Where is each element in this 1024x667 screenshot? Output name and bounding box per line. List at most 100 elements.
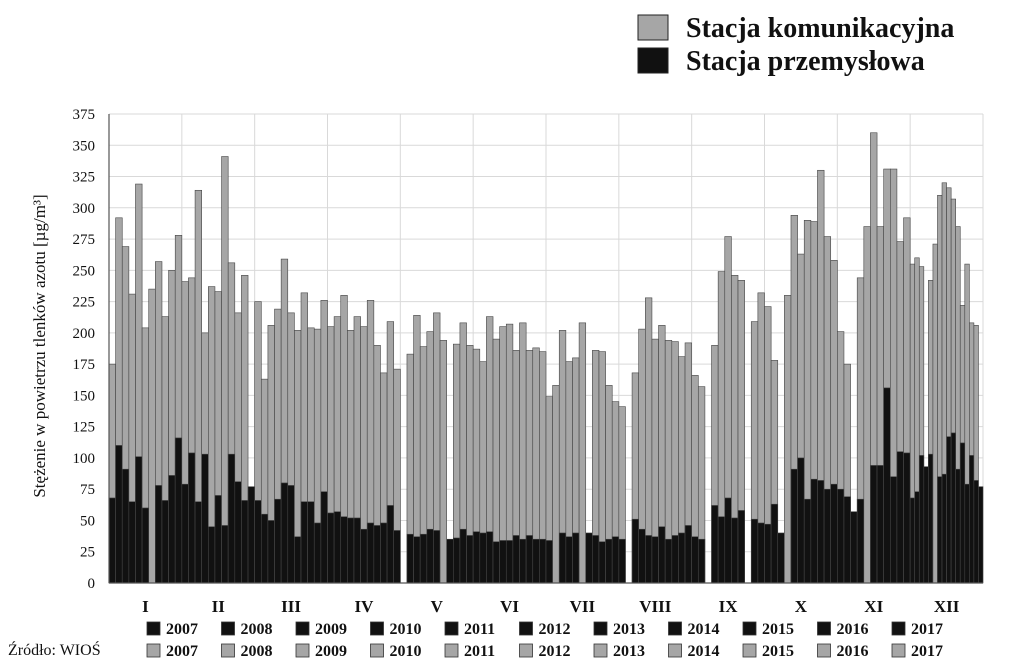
bar-przemyslowa: [313, 522, 322, 584]
bar-przemyslowa: [909, 497, 916, 584]
bar-przemyslowa: [883, 387, 891, 584]
bar-przemyslowa: [678, 532, 686, 584]
bar-przemyslowa: [946, 436, 952, 584]
bar-przemyslowa: [959, 442, 966, 584]
bar-przemyslowa: [757, 522, 765, 584]
bar-przemyslowa: [406, 533, 414, 584]
x-tick-label: I: [142, 597, 149, 616]
bar-przemyslowa: [347, 517, 355, 584]
legend-label: Stacja komunikacyjna: [686, 13, 954, 44]
year-legend-swatch: [370, 621, 384, 636]
bar-przemyslowa: [545, 540, 553, 584]
y-tick-labels: 0 25 50 75 100 125 150 175 200 225 250 275 300 325 350…: [73, 107, 96, 592]
bar-przemyslowa: [914, 491, 920, 584]
bar-przemyslowa: [750, 518, 759, 584]
bar-przemyslowa: [923, 466, 929, 584]
y-tick-label: 325: [73, 170, 96, 186]
year-legend-swatch: [519, 643, 533, 658]
bar-przemyslowa: [472, 531, 481, 584]
bar-przemyslowa: [764, 523, 772, 584]
year-legend-label: 2014: [688, 643, 720, 660]
bar-przemyslowa: [598, 541, 606, 584]
bar-przemyslowa: [446, 538, 454, 584]
year-legend-swatch: [295, 621, 310, 636]
bar-przemyslowa: [194, 501, 202, 584]
bar-przemyslowa: [969, 455, 975, 584]
x-tick-label: V: [431, 597, 444, 616]
bar-przemyslowa: [353, 517, 361, 584]
bar-przemyslowa: [850, 511, 858, 584]
bar-przemyslowa: [565, 536, 573, 584]
bar-przemyslowa: [373, 525, 381, 584]
year-legend-label: 2012: [539, 621, 571, 638]
bar-przemyslowa: [366, 522, 375, 584]
bar-przemyslowa: [115, 445, 123, 584]
bar-przemyslowa: [645, 535, 653, 584]
bar-przemyslowa: [466, 535, 474, 584]
y-tick-label: 300: [73, 201, 96, 217]
bar-przemyslowa: [135, 456, 143, 584]
y-tick-label: 125: [73, 420, 96, 436]
bar-przemyslowa: [937, 476, 943, 584]
bar-przemyslowa: [697, 538, 706, 584]
year-legend-swatch: [742, 643, 757, 658]
bar-przemyslowa: [155, 485, 163, 584]
bar-przemyslowa: [174, 437, 183, 584]
year-legend-swatch: [817, 643, 831, 658]
bar-przemyslowa: [539, 538, 547, 584]
bar-przemyslowa: [433, 530, 441, 584]
bar-przemyslowa: [731, 517, 739, 584]
bar-przemyslowa: [380, 522, 388, 584]
bar-przemyslowa: [856, 498, 865, 584]
bar-przemyslowa: [214, 495, 222, 584]
y-tick-label: 75: [80, 482, 95, 498]
bar-komunikacyjna: [932, 243, 938, 584]
x-tick-label: XII: [934, 597, 960, 616]
bar-przemyslowa: [419, 533, 428, 584]
bar-przemyslowa: [247, 486, 255, 584]
bar-przemyslowa: [188, 452, 196, 584]
year-legend-swatch: [519, 621, 533, 636]
bar-przemyslowa: [241, 500, 249, 584]
bar-przemyslowa: [340, 516, 348, 584]
bar-przemyslowa: [360, 528, 368, 584]
bar-przemyslowa: [777, 532, 785, 584]
year-legend-label: 2010: [390, 621, 422, 638]
x-tick-label: VIII: [639, 597, 672, 616]
y-tick-label: 25: [80, 545, 95, 561]
bar-przemyslowa: [618, 538, 626, 584]
year-legend-label: 2010: [390, 643, 422, 660]
bar-przemyslowa: [810, 478, 818, 584]
bar-przemyslowa: [631, 518, 639, 584]
y-tick-label: 200: [73, 326, 96, 342]
year-legend-swatch: [593, 621, 608, 636]
bar-przemyslowa: [876, 465, 884, 584]
year-legend-label: 2008: [241, 621, 273, 638]
bar-przemyslowa: [486, 531, 494, 584]
bar-przemyslowa: [267, 520, 275, 584]
bar-przemyslowa: [770, 503, 779, 584]
bar-przemyslowa: [928, 453, 934, 584]
y-tick-label: 225: [73, 295, 96, 311]
year-legend-swatch: [668, 621, 682, 636]
bar-przemyslowa: [592, 535, 600, 584]
year-legend-label: 2016: [837, 643, 869, 660]
axes: [108, 114, 983, 584]
bar-przemyslowa: [234, 481, 242, 584]
year-legend-label: 2017: [911, 621, 943, 638]
bar-przemyslowa: [221, 525, 229, 584]
year-legend-label: 2013: [613, 643, 645, 660]
y-tick-label: 100: [73, 451, 96, 467]
x-tick-label: VII: [570, 597, 596, 616]
bar-przemyslowa: [823, 488, 832, 584]
bar-przemyslowa: [843, 496, 851, 584]
month-labels: I II III IV V VI VII VIII IX X XI XII: [142, 597, 960, 616]
bar-przemyslowa: [572, 532, 580, 584]
y-tick-label: 250: [73, 263, 96, 279]
bar-przemyslowa: [918, 455, 925, 584]
year-legend-label: 2017: [911, 643, 943, 660]
year-legend-swatch: [742, 621, 757, 636]
bar-przemyslowa: [254, 500, 262, 584]
year-legend-label: 2013: [613, 621, 645, 638]
bar-przemyslowa: [711, 505, 719, 584]
